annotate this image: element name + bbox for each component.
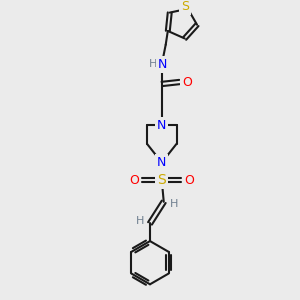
- Text: H: H: [136, 216, 144, 226]
- Text: H: H: [149, 59, 157, 69]
- Text: S: S: [181, 0, 189, 13]
- Text: H: H: [169, 199, 178, 209]
- Text: N: N: [157, 119, 167, 132]
- Text: O: O: [182, 76, 192, 88]
- Text: S: S: [158, 173, 166, 187]
- Text: N: N: [157, 156, 167, 169]
- Text: O: O: [129, 174, 139, 187]
- Text: N: N: [158, 58, 167, 71]
- Text: O: O: [184, 174, 194, 187]
